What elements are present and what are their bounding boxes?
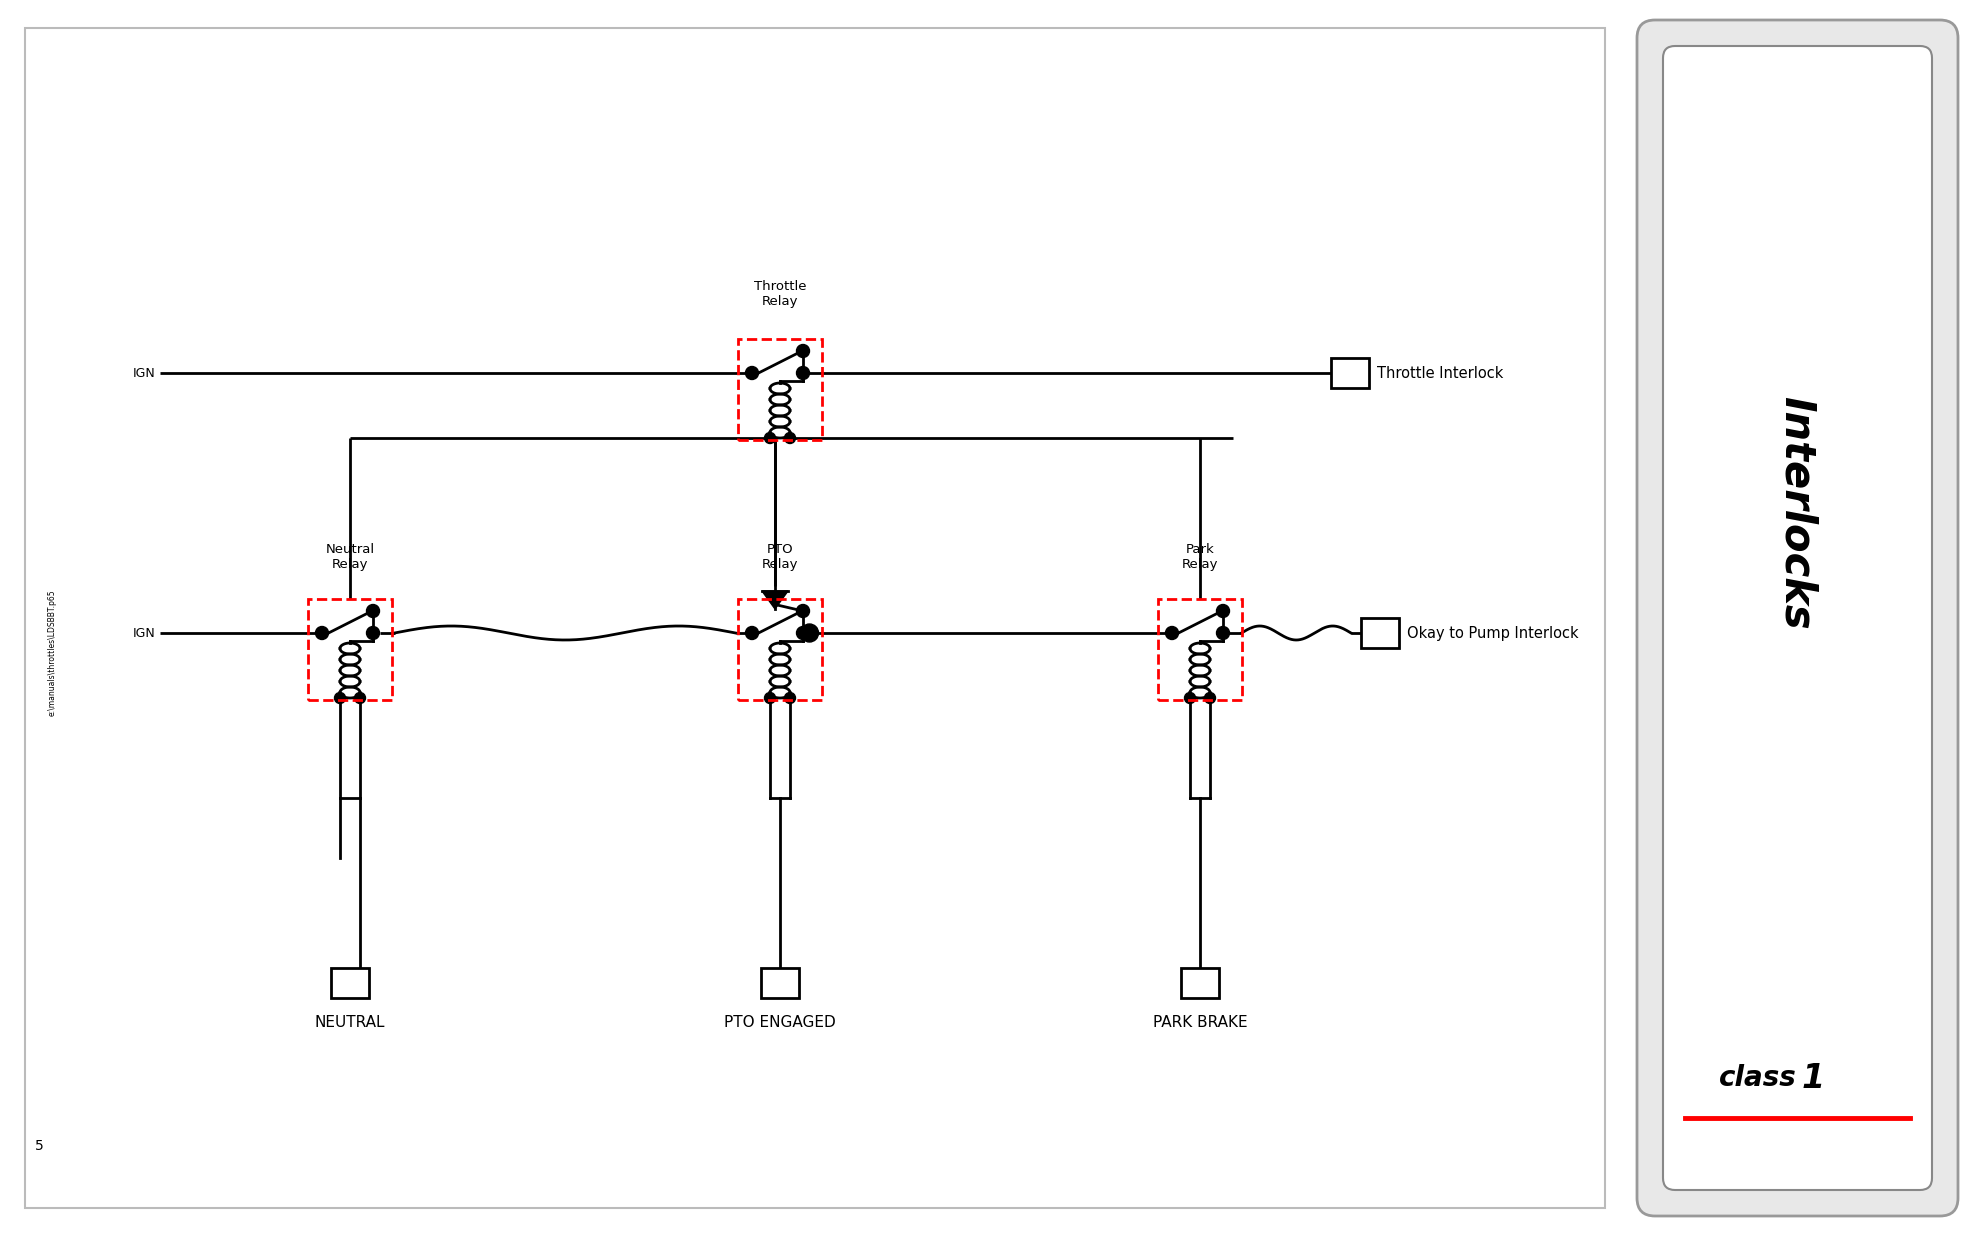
Text: e:\manuals\throttles\LDSBBT.p65: e:\manuals\throttles\LDSBBT.p65 xyxy=(47,589,57,716)
Circle shape xyxy=(746,366,758,380)
Bar xyxy=(1362,618,1399,649)
Text: PARK BRAKE: PARK BRAKE xyxy=(1153,1015,1248,1030)
Bar xyxy=(309,599,392,700)
Circle shape xyxy=(1185,693,1195,704)
Bar xyxy=(762,968,799,997)
Text: 5: 5 xyxy=(35,1139,43,1153)
Circle shape xyxy=(354,693,366,704)
Text: Throttle Interlock: Throttle Interlock xyxy=(1378,365,1504,381)
Text: Okay to Pump Interlock: Okay to Pump Interlock xyxy=(1407,625,1578,640)
Circle shape xyxy=(366,604,380,618)
Text: Interlocks: Interlocks xyxy=(1775,396,1818,630)
Polygon shape xyxy=(762,591,787,609)
Bar xyxy=(26,28,1606,1208)
Text: IGN: IGN xyxy=(132,626,155,640)
Circle shape xyxy=(366,626,380,640)
Text: class: class xyxy=(1720,1064,1797,1092)
Bar xyxy=(1330,358,1370,388)
Bar xyxy=(1181,968,1218,997)
Circle shape xyxy=(1204,693,1216,704)
Circle shape xyxy=(797,344,809,358)
Circle shape xyxy=(785,433,795,444)
Bar xyxy=(331,968,370,997)
Circle shape xyxy=(315,626,329,640)
Circle shape xyxy=(764,693,775,704)
Text: Park
Relay: Park Relay xyxy=(1181,543,1218,571)
Text: Neutral
Relay: Neutral Relay xyxy=(325,543,374,571)
Circle shape xyxy=(335,693,346,704)
Circle shape xyxy=(797,366,809,380)
Text: IGN: IGN xyxy=(132,366,155,380)
Circle shape xyxy=(801,624,819,642)
Circle shape xyxy=(1165,626,1179,640)
Text: PTO
Relay: PTO Relay xyxy=(762,543,799,571)
Circle shape xyxy=(1216,604,1230,618)
Circle shape xyxy=(785,693,795,704)
Bar xyxy=(738,599,823,700)
Bar xyxy=(738,339,823,440)
Text: 1: 1 xyxy=(1803,1062,1824,1095)
Text: Throttle
Relay: Throttle Relay xyxy=(754,280,807,308)
Circle shape xyxy=(797,626,809,640)
Text: NEUTRAL: NEUTRAL xyxy=(315,1015,386,1030)
Circle shape xyxy=(797,604,809,618)
Bar xyxy=(1157,599,1242,700)
Circle shape xyxy=(746,626,758,640)
FancyBboxPatch shape xyxy=(1663,46,1933,1190)
Circle shape xyxy=(764,433,775,444)
Circle shape xyxy=(1216,626,1230,640)
FancyBboxPatch shape xyxy=(1637,20,1958,1216)
Text: PTO ENGAGED: PTO ENGAGED xyxy=(724,1015,836,1030)
